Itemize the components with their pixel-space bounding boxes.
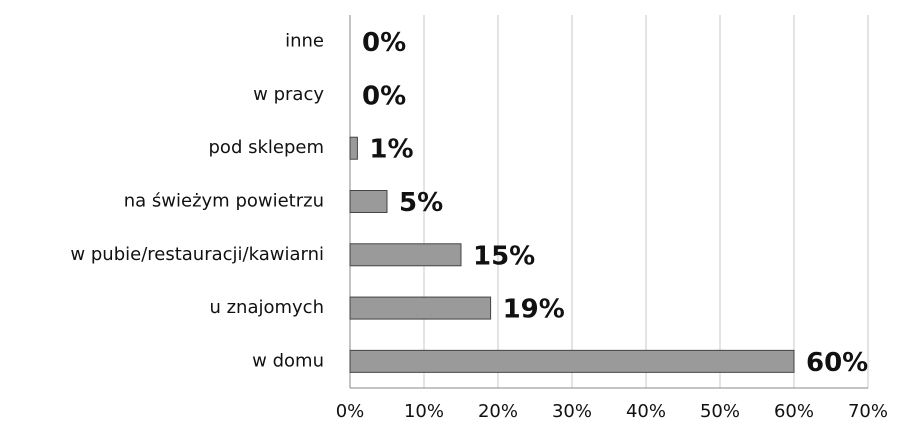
bar <box>349 136 358 160</box>
x-tick-label: 60% <box>774 401 814 422</box>
bar <box>349 296 492 320</box>
x-tick-label: 0% <box>336 401 365 422</box>
x-tick-label: 40% <box>626 401 666 422</box>
value-label: 0% <box>362 28 406 58</box>
value-label: 0% <box>362 81 406 111</box>
bar <box>349 349 795 373</box>
value-label: 1% <box>369 135 413 165</box>
y-tick-label: pod sklepem <box>209 137 325 158</box>
y-tick-label: w pracy <box>253 84 324 105</box>
value-label: 15% <box>473 241 535 271</box>
y-tick-label: inne <box>285 31 324 52</box>
y-tick-label: u znajomych <box>209 297 324 318</box>
value-label: 60% <box>806 348 868 378</box>
y-tick-label: w pubie/restauracji/kawiarni <box>70 244 324 265</box>
bar <box>349 190 388 213</box>
x-tick-label: 20% <box>478 401 518 422</box>
value-label: 19% <box>503 295 565 325</box>
y-tick-label: na świeżym powietrzu <box>124 191 324 212</box>
value-label: 5% <box>399 188 443 218</box>
x-tick-label: 10% <box>404 401 444 422</box>
y-tick-label: w domu <box>252 350 324 371</box>
bar <box>349 243 462 267</box>
x-tick-label: 70% <box>848 401 888 422</box>
x-tick-label: 50% <box>700 401 740 422</box>
x-tick-label: 30% <box>552 401 592 422</box>
